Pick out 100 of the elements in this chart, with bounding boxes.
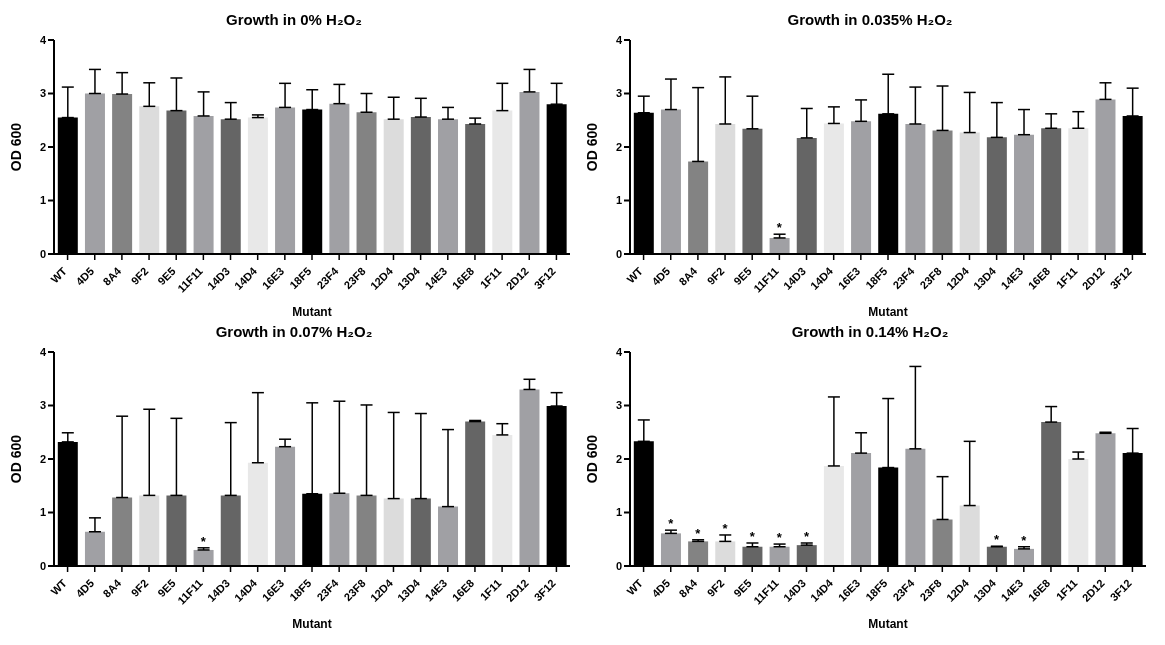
bar — [742, 546, 763, 566]
y-tick-label: 0 — [39, 247, 46, 260]
bar — [438, 119, 459, 254]
bar — [112, 94, 133, 254]
bar — [519, 389, 540, 566]
bar — [383, 119, 404, 254]
y-tick-label: 0 — [615, 559, 622, 572]
bar — [492, 434, 513, 566]
bar — [356, 112, 377, 254]
annotation: * — [804, 528, 810, 544]
bar — [823, 465, 844, 566]
bar — [715, 541, 736, 566]
bar — [193, 115, 214, 254]
chart-title: Growth in 0% H₂O₂ — [225, 10, 363, 30]
y-tick-label: 2 — [39, 140, 46, 153]
bar — [84, 531, 105, 566]
y-tick-label: 4 — [615, 345, 623, 358]
chart-title: Growth in 0.07% H₂O₂ — [214, 322, 374, 342]
annotation: * — [1021, 532, 1028, 548]
bar — [1095, 99, 1116, 254]
bar — [986, 137, 1007, 254]
bar — [383, 498, 404, 566]
y-tick-label: 1 — [39, 194, 46, 207]
bar — [823, 123, 844, 254]
bar — [660, 109, 681, 254]
y-tick-label: 3 — [615, 399, 622, 412]
x-tick-label: 4D5 — [73, 264, 97, 288]
bar — [519, 91, 540, 254]
bar — [84, 93, 105, 254]
x-tick-label: 9E5 — [731, 264, 754, 288]
x-tick-label: WT — [48, 264, 70, 286]
bar — [410, 117, 431, 254]
x-tick-label: WT — [624, 576, 646, 598]
bar — [851, 121, 872, 254]
bar — [1014, 548, 1035, 566]
annotation: * — [994, 532, 1001, 548]
bar — [905, 448, 926, 566]
bar — [715, 124, 736, 254]
y-tick-label: 1 — [39, 506, 46, 519]
bar — [329, 103, 350, 254]
x-tick-label: 4D5 — [649, 264, 673, 288]
y-tick-label: 0 — [39, 559, 46, 572]
bar — [1095, 433, 1116, 566]
bar — [851, 453, 872, 566]
y-tick-label: 4 — [39, 345, 47, 358]
bar — [139, 495, 160, 566]
x-tick-label: 9F2 — [704, 264, 727, 287]
x-axis-title: Mutant — [868, 617, 908, 631]
bar — [769, 546, 790, 566]
chart-title: Growth in 0.14% H₂O₂ — [790, 322, 950, 342]
y-tick-label: 1 — [615, 194, 622, 207]
y-axis-title: OD 600 — [583, 122, 600, 172]
bar — [1014, 134, 1035, 254]
bar — [932, 130, 953, 254]
y-axis-title: OD 600 — [583, 434, 600, 484]
x-axis-title: Mutant — [292, 617, 332, 631]
bar — [166, 495, 187, 566]
annotation: * — [722, 520, 729, 536]
bar — [986, 546, 1007, 566]
y-tick-label: 4 — [615, 33, 623, 46]
annotation: * — [200, 533, 207, 549]
x-axis-title: Mutant — [292, 305, 332, 319]
y-tick-label: 1 — [615, 506, 622, 519]
bar — [796, 545, 817, 566]
y-tick-label: 4 — [39, 33, 47, 46]
x-tick-label: 9E5 — [155, 576, 178, 600]
y-axis-title: OD 600 — [7, 122, 24, 172]
bar — [905, 124, 926, 254]
x-axis-title: Mutant — [868, 305, 908, 319]
y-tick-label: 3 — [39, 399, 46, 412]
x-tick-label: 9F2 — [704, 576, 727, 599]
x-tick-label: 9E5 — [155, 264, 178, 288]
bar — [688, 541, 709, 566]
x-tick-label: 4D5 — [649, 576, 673, 600]
bar — [959, 132, 980, 254]
bar — [1068, 459, 1089, 566]
bar — [492, 110, 513, 254]
x-tick-label: WT — [48, 576, 70, 598]
bar — [769, 237, 790, 254]
y-tick-label: 2 — [615, 452, 622, 465]
bar — [688, 161, 709, 254]
bar — [932, 519, 953, 566]
x-tick-label: 9E5 — [731, 576, 754, 600]
bar — [1041, 128, 1062, 254]
x-tick-label: 4D5 — [73, 576, 97, 600]
bar — [220, 119, 241, 254]
bar — [1068, 128, 1089, 254]
y-tick-label: 2 — [615, 140, 622, 153]
y-tick-label: 0 — [615, 247, 622, 260]
bar — [1041, 422, 1062, 566]
bar — [275, 107, 296, 254]
bar — [465, 421, 486, 566]
bar — [438, 506, 459, 566]
annotation: * — [668, 516, 675, 532]
bar — [166, 110, 187, 254]
bar — [275, 446, 296, 566]
y-tick-label: 3 — [615, 87, 622, 100]
bar — [193, 549, 214, 566]
bar — [247, 117, 268, 254]
annotation: * — [776, 220, 783, 236]
